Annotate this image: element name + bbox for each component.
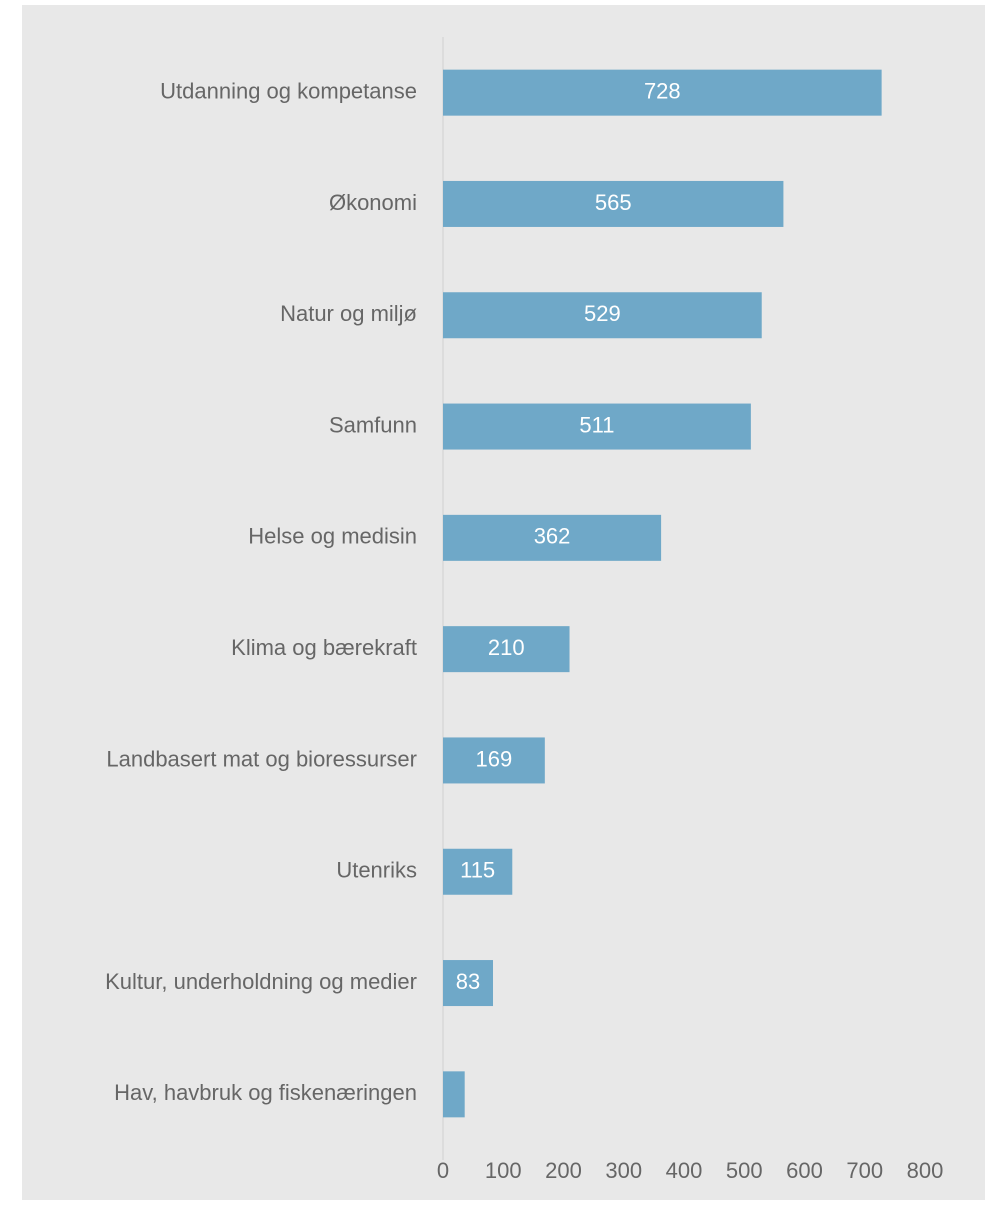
value-label: 529 xyxy=(584,301,621,326)
bar xyxy=(443,737,545,784)
y-tick-label: Utdanning og kompetanse xyxy=(160,78,417,103)
y-tick-label: Utenriks xyxy=(336,858,417,883)
x-tick-label: 300 xyxy=(605,1158,642,1183)
bar xyxy=(443,1071,465,1118)
x-tick-label: 400 xyxy=(666,1158,703,1183)
bar xyxy=(443,292,762,339)
x-tick-label: 500 xyxy=(726,1158,763,1183)
bar xyxy=(443,626,570,673)
value-label: 115 xyxy=(460,858,495,883)
y-tick-label: Natur og miljø xyxy=(280,301,417,326)
x-tick-label: 200 xyxy=(545,1158,582,1183)
y-tick-label: Økonomi xyxy=(329,190,417,215)
y-tick-label: Klima og bærekraft xyxy=(231,635,417,660)
bar xyxy=(443,514,662,561)
bar xyxy=(443,403,751,450)
value-label: 511 xyxy=(579,412,614,437)
value-label: 362 xyxy=(534,524,571,549)
y-tick-label: Kultur, underholdning og medier xyxy=(105,969,417,994)
x-tick-label: 600 xyxy=(786,1158,823,1183)
value-label: 565 xyxy=(595,190,632,215)
y-tick-label: Landbasert mat og bioressurser xyxy=(106,746,417,771)
y-tick-label: Samfunn xyxy=(329,412,417,437)
x-tick-label: 700 xyxy=(846,1158,883,1183)
value-label: 83 xyxy=(456,969,480,994)
x-tick-label: 100 xyxy=(485,1158,522,1183)
x-tick-label: 0 xyxy=(437,1158,449,1183)
value-label: 169 xyxy=(476,746,513,771)
y-tick-label: Helse og medisin xyxy=(248,524,417,549)
value-label: 728 xyxy=(644,78,681,103)
bar xyxy=(443,960,494,1007)
bar xyxy=(443,180,784,227)
value-label: 210 xyxy=(488,635,525,660)
x-tick-label: 800 xyxy=(907,1158,944,1183)
y-tick-label: Hav, havbruk og fiskenæringen xyxy=(114,1080,417,1105)
bar xyxy=(443,69,882,116)
bar xyxy=(443,848,513,895)
